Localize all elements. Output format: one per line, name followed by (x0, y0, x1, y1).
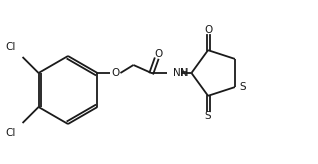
Text: Cl: Cl (5, 128, 16, 138)
Text: Cl: Cl (5, 42, 16, 52)
Text: O: O (154, 49, 162, 59)
Text: NH: NH (173, 68, 189, 78)
Text: N: N (180, 68, 187, 78)
Text: S: S (240, 82, 246, 92)
Text: O: O (111, 68, 120, 78)
Text: S: S (205, 111, 211, 121)
Text: O: O (204, 25, 212, 35)
